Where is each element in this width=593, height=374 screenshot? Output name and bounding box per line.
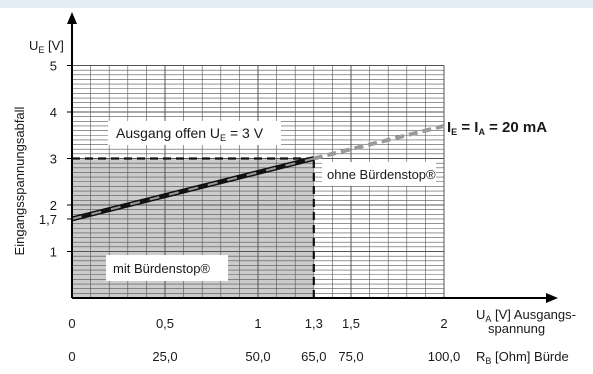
x-axis-arrow bbox=[546, 293, 558, 303]
x2-tick-label: 50,0 bbox=[245, 349, 270, 364]
y-tick-label: 5 bbox=[50, 59, 57, 74]
y-axis-label: UE [V] bbox=[29, 38, 64, 55]
x-tick-label: 0,5 bbox=[156, 316, 174, 331]
with-stop-label: mit Bürdenstop® bbox=[113, 261, 210, 276]
x-tick-label: 1,3 bbox=[305, 316, 323, 331]
y-tick-label: 1,7 bbox=[39, 212, 57, 227]
x-tick-label: 0 bbox=[68, 316, 75, 331]
x-tick-label: 2 bbox=[440, 316, 447, 331]
without-stop-label: ohne Bürdenstop® bbox=[327, 167, 436, 182]
x2-tick-label: 75,0 bbox=[338, 349, 363, 364]
y-axis-title: Eingangsspannungsabfall bbox=[12, 106, 27, 255]
y-tick-label: 3 bbox=[50, 152, 57, 167]
x2-axis-label: RB [Ohm] Bürde bbox=[476, 349, 569, 366]
y-tick-label: 4 bbox=[50, 105, 57, 120]
current-label: IE = IA = 20 mA bbox=[447, 119, 547, 137]
y-tick-label: 1 bbox=[50, 245, 57, 260]
x2-tick-label: 65,0 bbox=[301, 349, 326, 364]
x2-tick-label: 0 bbox=[68, 349, 75, 364]
x-tick-label: 1 bbox=[254, 316, 261, 331]
y-axis-arrow bbox=[67, 12, 77, 24]
open-output-label: Ausgang offen UE = 3 V bbox=[116, 125, 264, 143]
y-tick-label: 2 bbox=[50, 198, 57, 213]
x2-tick-label: 100,0 bbox=[428, 349, 461, 364]
x-tick-label: 1,5 bbox=[342, 316, 360, 331]
x2-tick-label: 25,0 bbox=[152, 349, 177, 364]
x-axis-label-line2: spannung bbox=[488, 321, 545, 336]
